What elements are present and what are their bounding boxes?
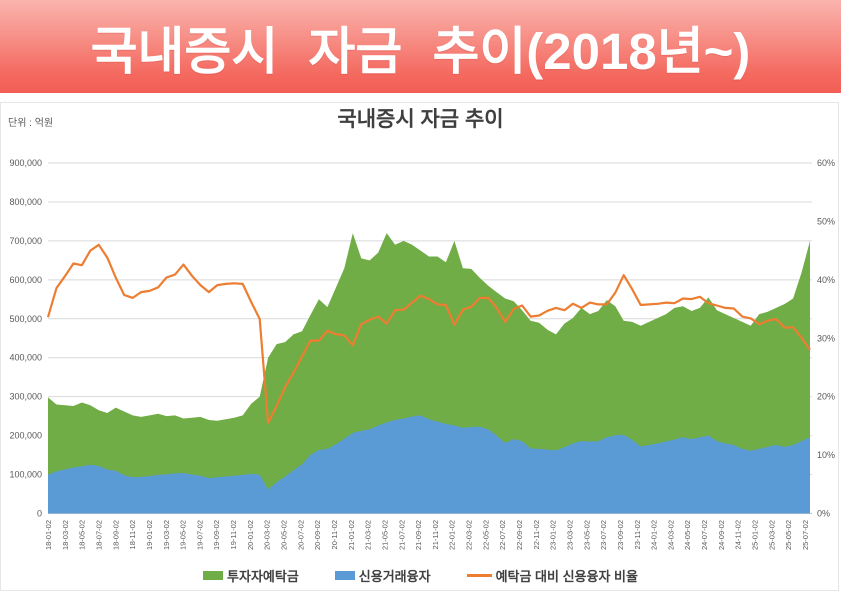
y-axis-label-left: 700,000: [9, 236, 42, 246]
x-axis-label: 23-11-02: [633, 520, 642, 549]
x-axis-label: 20-05-02: [280, 520, 289, 550]
x-axis-label: 21-05-02: [380, 520, 389, 550]
legend-label-ratio: 예탁금 대비 신용융자 비율: [495, 568, 638, 584]
x-axis-label: 21-01-02: [347, 520, 356, 550]
ratio-line: [46, 243, 811, 425]
x-axis-label: 21-03-02: [364, 520, 373, 550]
x-axis-label: 24-09-02: [717, 520, 726, 550]
y-axis-label-right: 40%: [817, 275, 835, 285]
legend-item-credit: 신용거래융자: [334, 566, 431, 585]
x-axis-label: 22-03-02: [465, 520, 474, 550]
y-axis-label-right: 60%: [817, 158, 835, 168]
x-axis-label: 22-09-02: [515, 520, 524, 550]
legend-label-deposits: 투자자예탁금: [227, 568, 299, 584]
x-axis-label: 25-05-02: [784, 520, 793, 550]
x-axis-label: 19-11-02: [229, 520, 238, 549]
x-axis-label: 24-11-02: [734, 520, 743, 549]
x-axis-label: 18-03-02: [61, 520, 70, 550]
x-axis-label: 22-05-02: [481, 520, 490, 550]
x-axis-label: 21-11-02: [431, 520, 440, 549]
x-axis-label: 19-01-02: [145, 520, 154, 550]
x-axis-label: 21-07-02: [397, 520, 406, 550]
x-axis-label: 19-03-02: [162, 520, 171, 550]
y-axis-label-right: 10%: [817, 450, 835, 460]
x-axis-label: 23-05-02: [582, 520, 591, 550]
y-axis-label-left: 100,000: [9, 470, 42, 480]
legend-label-credit: 신용거래융자: [358, 568, 431, 584]
y-axis-label-left: 200,000: [9, 431, 42, 441]
x-axis-label: 19-05-02: [179, 520, 188, 550]
x-axis-label: 22-07-02: [498, 520, 507, 550]
x-axis-label: 18-07-02: [94, 520, 103, 550]
banner-title: 국내증시 자금 추이(2018년~): [90, 22, 751, 80]
x-axis-label: 18-01-02: [44, 520, 53, 550]
legend-item-deposits: 투자자예탁금: [203, 566, 299, 585]
x-axis-label: 22-01-02: [448, 520, 457, 550]
x-axis-label: 24-01-02: [650, 520, 659, 550]
header-banner: 국내증시 자금 추이(2018년~): [0, 0, 841, 93]
plot-area: 0 100,000 200,000 300,000 400,000 500,000 600,…: [9, 158, 835, 550]
x-axis-label: 20-01-02: [246, 520, 255, 550]
y-axis-label-right: 50%: [817, 216, 835, 226]
y-axis-label-left: 900,000: [9, 158, 42, 168]
legend-item-ratio: 예탁금 대비 신용융자 비율: [466, 566, 638, 585]
credit-area: [48, 415, 810, 514]
x-axis-label: 25-01-02: [751, 520, 760, 550]
y-axis-label-right: 0%: [817, 509, 830, 519]
x-axis-label: 19-09-02: [212, 520, 221, 550]
x-axis-label: 20-11-02: [330, 520, 339, 549]
x-axis-label: 24-07-02: [700, 520, 709, 550]
y-axis-label-right: 20%: [817, 392, 835, 402]
x-axis-label: 18-05-02: [78, 520, 87, 550]
y-axis-label-left: 0: [37, 509, 42, 519]
x-axis-label: 19-07-02: [195, 520, 204, 550]
y-axis-label-left: 600,000: [9, 275, 42, 285]
y-axis-label-left: 800,000: [9, 197, 42, 207]
chart-title: 국내증시 자금 추이: [337, 108, 504, 131]
legend-swatch-credit: [334, 570, 355, 580]
x-axis-label: 23-09-02: [616, 520, 625, 550]
x-axis-label: 20-09-02: [313, 520, 322, 550]
y-axis-label-right: 30%: [817, 333, 835, 343]
x-axis-label: 24-05-02: [683, 520, 692, 550]
y-axis-label-left: 400,000: [9, 353, 42, 363]
x-axis-label: 20-07-02: [296, 520, 305, 550]
y-axis-label-left: 500,000: [9, 314, 42, 324]
x-axis-label: 18-09-02: [111, 520, 120, 550]
x-axis-label: 25-03-02: [767, 520, 776, 550]
unit-label: 단위 : 억원: [8, 118, 54, 129]
x-axis-label: 22-11-02: [532, 520, 541, 549]
x-axis-label: 20-03-02: [263, 520, 272, 550]
legend-swatch-ratio: [466, 573, 492, 577]
x-axis-label: 25-07-02: [801, 520, 810, 550]
legend-swatch-deposits: [203, 570, 224, 580]
x-axis-label: 24-03-02: [666, 520, 675, 550]
x-axis-label: 21-09-02: [414, 520, 423, 550]
x-axis-label: 23-01-02: [549, 520, 558, 550]
x-axis-label: 23-07-02: [599, 520, 608, 550]
y-axis-label-left: 300,000: [9, 392, 42, 402]
chart-legend: 투자자예탁금 신용거래융자 예탁금 대비 신용융자 비율: [0, 563, 841, 587]
x-axis-label: 23-03-02: [565, 520, 574, 550]
x-axis-label: 18-11-02: [128, 520, 137, 549]
